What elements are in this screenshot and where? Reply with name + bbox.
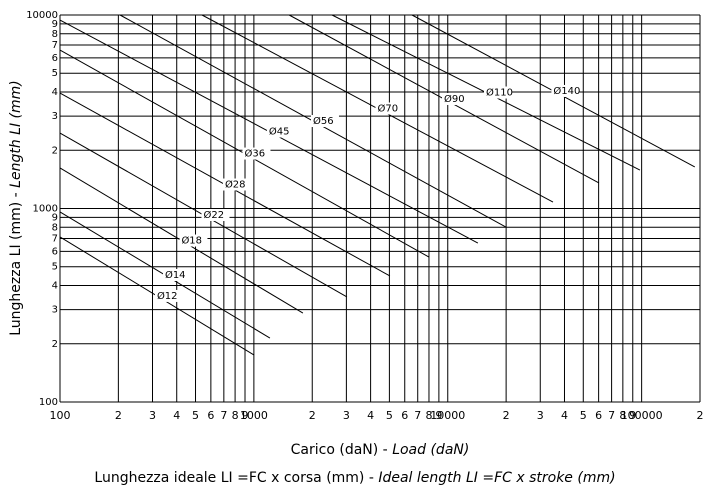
label-bg — [483, 86, 512, 99]
y-label-en: Length LI (mm) — [8, 80, 24, 188]
x-tick-label: 9 — [242, 409, 249, 422]
x-tick-label: 6 — [401, 409, 408, 422]
label-bg — [375, 102, 404, 115]
y-tick-label: 9 — [52, 19, 58, 30]
line-label: Ø14 — [165, 269, 186, 281]
x-tick-label: 6 — [595, 409, 602, 422]
x-tick-label: 8 — [619, 409, 626, 422]
caption: Lunghezza ideale LI =FC x corsa (mm) - I… — [94, 470, 615, 486]
x-tick-label: 2 — [503, 409, 510, 422]
line-label: Ø110 — [486, 87, 513, 99]
y-tick-label: 3 — [52, 305, 58, 316]
x-tick-label: 7 — [220, 409, 227, 422]
label-bg — [442, 92, 471, 105]
label-bg — [201, 208, 230, 221]
x-tick-label: 7 — [414, 409, 421, 422]
y-tick-label: 7 — [52, 40, 58, 51]
label-bg — [310, 115, 339, 128]
label-bg — [162, 268, 191, 281]
x-tick-label: 3 — [149, 409, 156, 422]
line-label: Ø22 — [203, 209, 224, 221]
y-tick-label: 5 — [52, 262, 58, 273]
x-tick-label: 7 — [608, 409, 615, 422]
x-tick-label: 4 — [173, 409, 180, 422]
caption-en: Ideal length LI =FC x stroke (mm) — [378, 470, 615, 486]
x-tick-label: 8 — [425, 409, 432, 422]
y-tick-label: 4 — [52, 87, 58, 98]
y-tick-label: 100 — [39, 397, 58, 408]
line-label: Ø56 — [313, 115, 334, 127]
x-tick-label: 4 — [561, 409, 568, 422]
x-tick-label: 100000 — [621, 409, 663, 422]
x-tick-label: 5 — [386, 409, 393, 422]
line-label: Ø12 — [157, 290, 178, 302]
x-label-en: Load (daN) — [392, 442, 469, 458]
label-bg — [266, 125, 295, 138]
line-label: Ø90 — [444, 93, 465, 105]
y-tick-label: 7 — [52, 233, 58, 244]
y-tick-label: 2 — [52, 145, 58, 156]
x-tick-label: 9 — [435, 409, 442, 422]
y-tick-label: 5 — [52, 68, 58, 79]
line-label: Ø45 — [269, 126, 290, 138]
x-tick-label: 8 — [232, 409, 239, 422]
label-bg — [242, 147, 271, 160]
x-axis-title: Carico (daN) - Load (daN) — [291, 442, 470, 458]
y-tick-label: 2 — [52, 339, 58, 350]
caption-it: Lunghezza ideale LI =FC x corsa (mm) - — [94, 470, 378, 486]
y-tick-label: 4 — [52, 281, 58, 292]
y-tick-label: 6 — [52, 53, 58, 64]
x-tick-label: 2 — [697, 409, 704, 422]
y-axis-title: Lunghezza LI (mm) - Length LI (mm) — [8, 80, 24, 336]
line-label: Ø70 — [377, 103, 398, 115]
y-tick-label: 10000 — [26, 10, 58, 21]
x-tick-label: 9 — [629, 409, 636, 422]
label-bg — [551, 84, 580, 97]
label-bg — [154, 289, 183, 302]
y-tick-label: 3 — [52, 111, 58, 122]
x-tick-label: 2 — [309, 409, 316, 422]
x-tick-label: 10000 — [430, 409, 465, 422]
line-label: Ø36 — [244, 148, 265, 160]
y-label: Lunghezza LI (mm) - — [8, 188, 24, 336]
x-tick-label: 1000 — [240, 409, 268, 422]
x-tick-label: 4 — [367, 409, 374, 422]
label-bg — [222, 178, 251, 191]
x-tick-label: 3 — [537, 409, 544, 422]
y-tick-label: 6 — [52, 246, 58, 257]
x-tick-label: 6 — [207, 409, 214, 422]
x-tick-label: 2 — [115, 409, 122, 422]
y-tick-label: 1000 — [33, 204, 58, 215]
y-tick-label: 9 — [52, 212, 58, 223]
x-tick-label: 100 — [50, 409, 71, 422]
x-tick-label: 5 — [580, 409, 587, 422]
label-bg — [179, 234, 208, 247]
line-label: Ø18 — [181, 235, 202, 247]
x-tick-label: 3 — [343, 409, 350, 422]
x-tick-label: 5 — [192, 409, 199, 422]
line-label: Ø140 — [553, 85, 580, 97]
x-label: Carico (daN) - — [291, 442, 393, 458]
line-label: Ø28 — [225, 179, 246, 191]
y-tick-label: 8 — [52, 29, 58, 40]
y-tick-label: 8 — [52, 222, 58, 233]
